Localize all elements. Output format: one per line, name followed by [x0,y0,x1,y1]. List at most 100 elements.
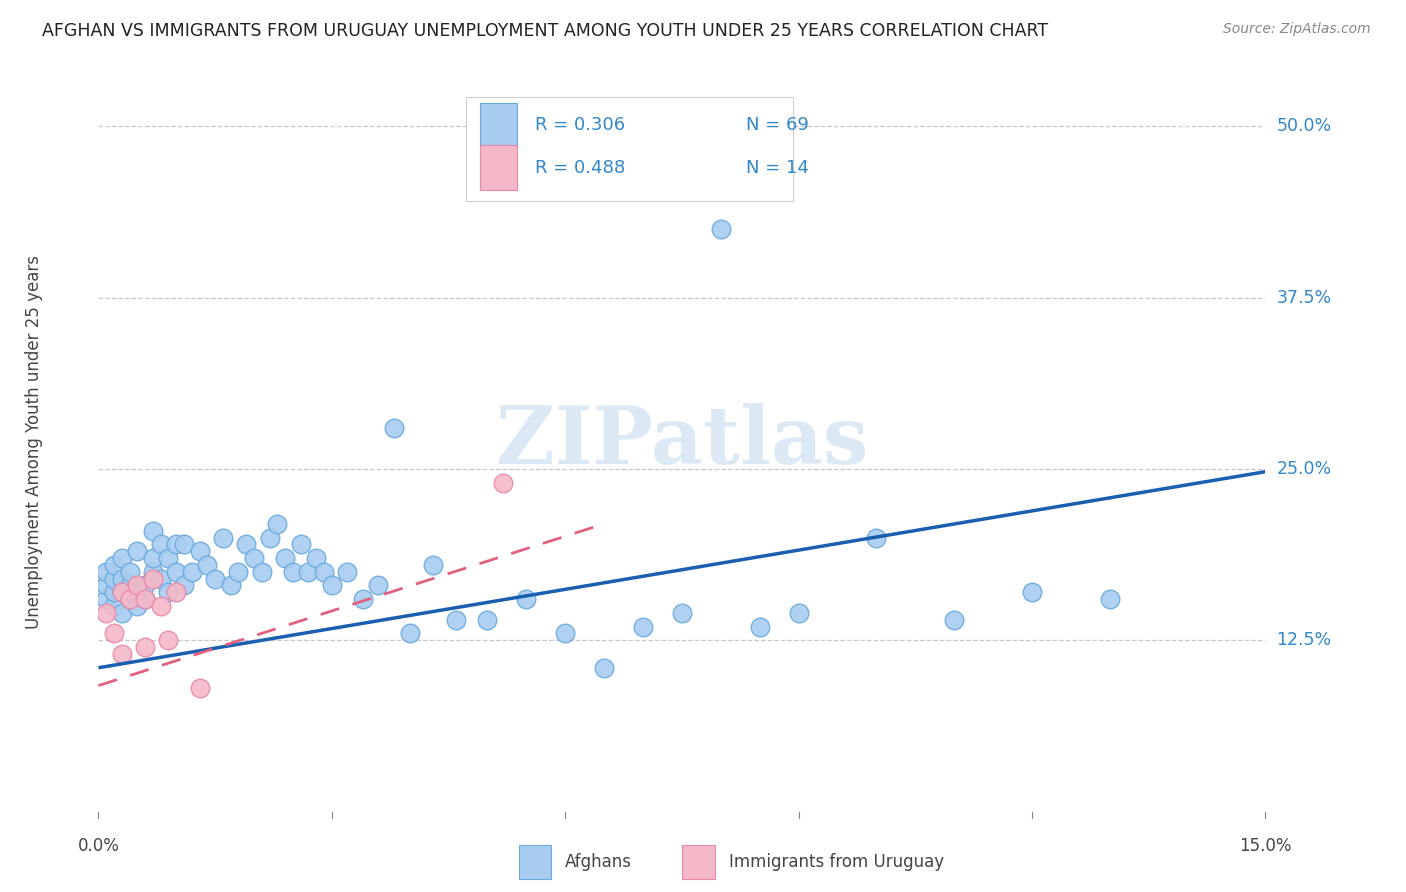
Text: N = 69: N = 69 [747,117,808,135]
Point [118,565,141,579]
Text: 25.0%: 25.0% [1277,460,1331,478]
Point [142,551,165,566]
Bar [479,103,517,147]
Point [631,619,654,633]
Text: Immigrants from Uruguay: Immigrants from Uruguay [728,853,943,871]
Point [118,592,141,607]
Point [165,565,187,579]
Text: 50.0%: 50.0% [1277,117,1331,136]
Point [127,578,149,592]
Point [710,222,733,236]
Point [165,585,187,599]
Bar [519,846,551,879]
Point [281,565,304,579]
Point [103,626,125,640]
Point [1098,592,1121,607]
Point [943,613,966,627]
Text: AFGHAN VS IMMIGRANTS FROM URUGUAY UNEMPLOYMENT AMONG YOUTH UNDER 25 YEARS CORREL: AFGHAN VS IMMIGRANTS FROM URUGUAY UNEMPL… [42,22,1049,40]
Text: R = 0.488: R = 0.488 [534,159,626,177]
Point [134,578,156,592]
Text: 15.0%: 15.0% [1239,837,1292,855]
Text: N = 14: N = 14 [747,159,808,177]
Point [111,551,134,566]
Point [142,524,165,538]
Point [492,475,515,490]
FancyBboxPatch shape [465,97,793,201]
Point [157,633,180,648]
Point [118,592,141,607]
Point [111,572,134,586]
Point [219,578,242,592]
Point [266,516,288,531]
Point [165,537,187,551]
Point [188,544,211,558]
Point [312,565,335,579]
Point [250,565,273,579]
Point [149,537,172,551]
Point [103,585,125,599]
Point [142,565,165,579]
Point [204,572,226,586]
Point [157,585,180,599]
Point [554,626,576,640]
Point [382,421,405,435]
Point [134,592,156,607]
Point [111,585,134,599]
Point [96,565,118,579]
Point [103,558,125,572]
Point [515,592,537,607]
Point [111,606,134,620]
Point [593,661,616,675]
Point [477,613,499,627]
Point [134,592,156,607]
Point [103,599,125,613]
Point [195,558,218,572]
Point [243,551,266,566]
Point [259,531,281,545]
Point [134,640,156,655]
Point [127,544,149,558]
Text: 0.0%: 0.0% [77,837,120,855]
Bar [682,846,714,879]
Bar [479,145,517,190]
Point [367,578,389,592]
Text: 37.5%: 37.5% [1277,289,1331,307]
Point [173,578,195,592]
Point [671,606,693,620]
Text: ZIPatlas: ZIPatlas [496,402,868,481]
Point [398,626,420,640]
Point [290,537,312,551]
Point [235,537,257,551]
Text: Source: ZipAtlas.com: Source: ZipAtlas.com [1223,22,1371,37]
Point [321,578,343,592]
Point [142,572,165,586]
Point [748,619,770,633]
Point [422,558,444,572]
Point [111,585,134,599]
Point [149,572,172,586]
Point [1021,585,1043,599]
Point [352,592,374,607]
Point [865,531,887,545]
Point [96,606,118,620]
Point [96,592,118,607]
Point [118,578,141,592]
Point [228,565,250,579]
Point [180,565,202,579]
Point [336,565,359,579]
Point [305,551,328,566]
Point [212,531,235,545]
Text: 12.5%: 12.5% [1277,632,1331,649]
Point [96,578,118,592]
Text: R = 0.306: R = 0.306 [534,117,626,135]
Point [173,537,195,551]
Point [127,599,149,613]
Point [111,647,134,661]
Point [127,585,149,599]
Point [446,613,468,627]
Point [103,572,125,586]
Point [188,681,211,696]
Point [297,565,319,579]
Point [787,606,810,620]
Text: Unemployment Among Youth under 25 years: Unemployment Among Youth under 25 years [25,254,44,629]
